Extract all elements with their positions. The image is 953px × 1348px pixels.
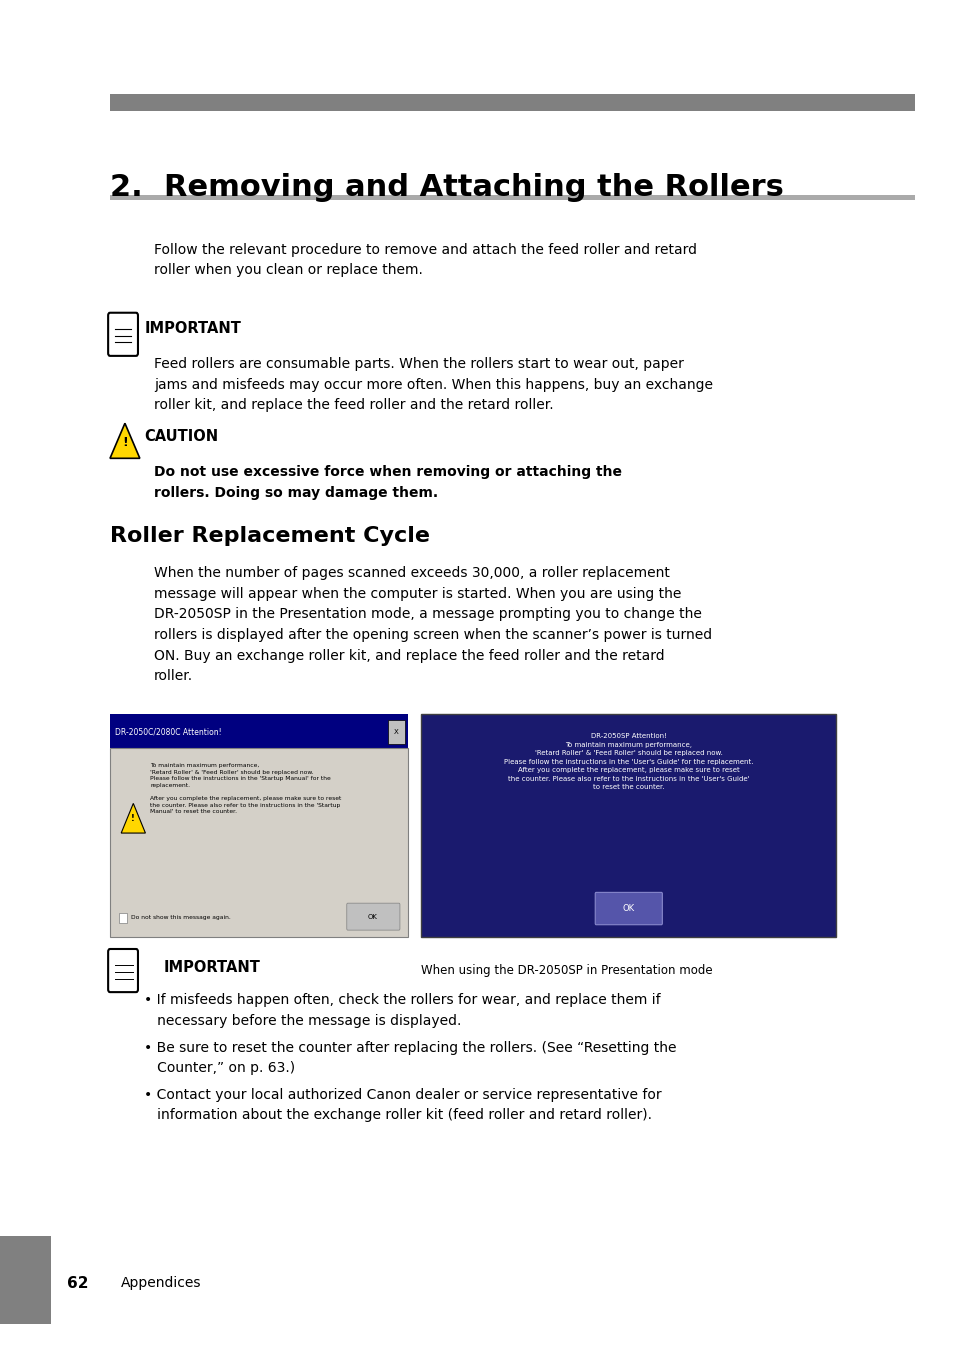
Bar — [110, 94, 915, 111]
Text: Feed rollers are consumable parts. When the rollers start to wear out, paper
jam: Feed rollers are consumable parts. When … — [153, 357, 712, 412]
Text: IMPORTANT: IMPORTANT — [163, 960, 260, 975]
Bar — [0, 1236, 51, 1324]
Text: IMPORTANT: IMPORTANT — [144, 321, 241, 336]
Text: To maintain maximum performance,
'Retard Roller' & 'Feed Roller' should be repla: To maintain maximum performance, 'Retard… — [150, 763, 341, 814]
Bar — [110, 195, 915, 200]
Text: !: ! — [132, 814, 135, 822]
FancyBboxPatch shape — [108, 949, 138, 992]
Polygon shape — [121, 803, 145, 833]
Text: When the number of pages scanned exceeds 30,000, a roller replacement
message wi: When the number of pages scanned exceeds… — [153, 566, 711, 683]
Text: OK: OK — [368, 914, 377, 919]
Polygon shape — [110, 423, 140, 458]
Text: !: ! — [122, 435, 128, 449]
Text: • Contact your local authorized Canon dealer or service representative for
   in: • Contact your local authorized Canon de… — [144, 1088, 661, 1123]
Text: Roller Replacement Cycle: Roller Replacement Cycle — [110, 526, 430, 546]
FancyBboxPatch shape — [347, 903, 399, 930]
Bar — [421, 714, 836, 937]
Bar — [110, 714, 408, 748]
Text: Follow the relevant procedure to remove and attach the feed roller and retard
ro: Follow the relevant procedure to remove … — [153, 243, 696, 278]
Text: 2.  Removing and Attaching the Rollers: 2. Removing and Attaching the Rollers — [110, 173, 783, 202]
Text: DR-2050SP Attention!
To maintain maximum performance,
'Retard Roller' & 'Feed Ro: DR-2050SP Attention! To maintain maximum… — [503, 733, 753, 790]
FancyBboxPatch shape — [108, 313, 138, 356]
Text: Do not show this message again.: Do not show this message again. — [131, 915, 230, 921]
Text: • If misfeeds happen often, check the rollers for wear, and replace them if
   n: • If misfeeds happen often, check the ro… — [144, 993, 660, 1029]
Text: • Be sure to reset the counter after replacing the rollers. (See “Resetting the
: • Be sure to reset the counter after rep… — [144, 1041, 677, 1076]
Text: X: X — [394, 729, 398, 735]
Text: DR-2050C/2080C Attention!: DR-2050C/2080C Attention! — [114, 728, 221, 736]
Bar — [110, 748, 408, 937]
Bar — [388, 720, 404, 744]
Text: CAUTION: CAUTION — [144, 429, 218, 443]
Text: 62: 62 — [67, 1275, 89, 1291]
Text: OK: OK — [622, 905, 634, 913]
Text: Do not use excessive force when removing or attaching the
rollers. Doing so may : Do not use excessive force when removing… — [153, 465, 621, 500]
Bar — [119, 913, 127, 923]
FancyBboxPatch shape — [595, 892, 661, 925]
Text: When using the DR-2050SP in Presentation mode: When using the DR-2050SP in Presentation… — [421, 964, 712, 977]
Text: Appendices: Appendices — [121, 1277, 201, 1290]
